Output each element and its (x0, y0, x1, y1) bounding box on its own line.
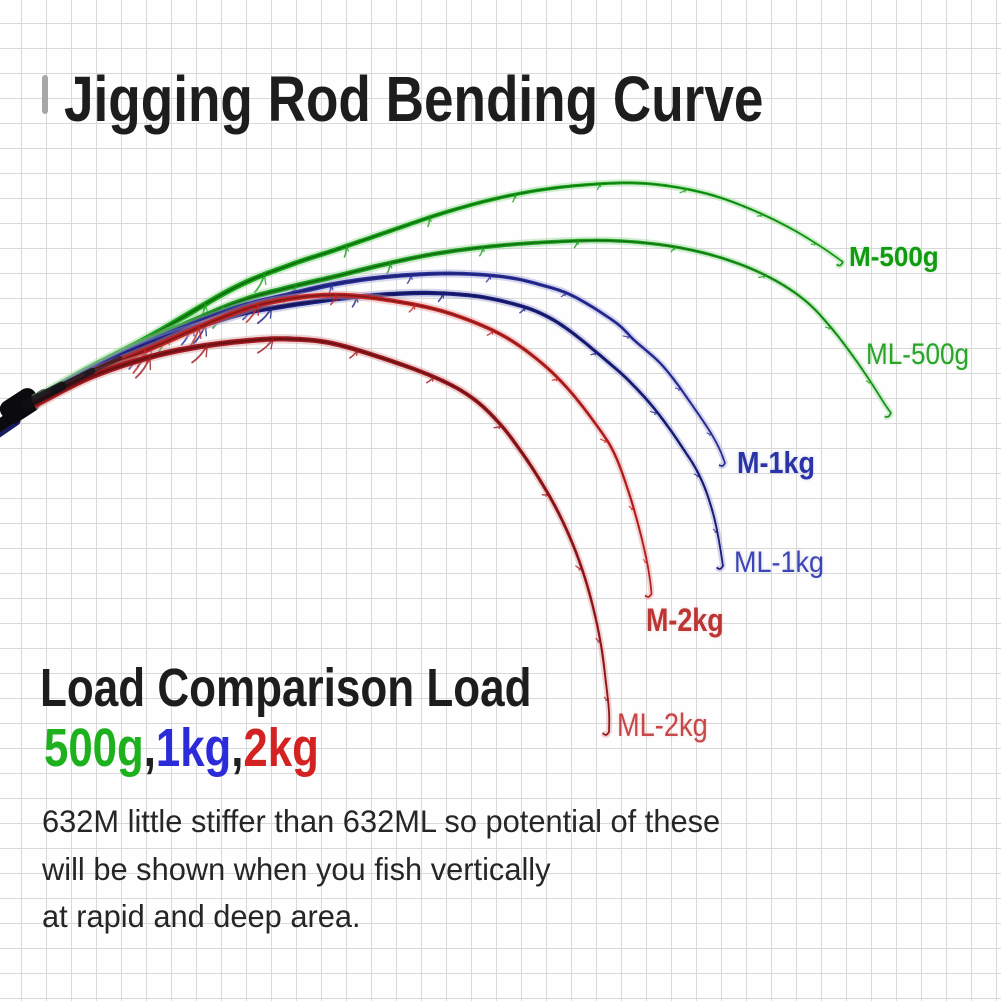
rod-guides-ml-2kg (134, 338, 609, 702)
curve-label-ml-1kg: ML-1kg (734, 546, 825, 579)
paragraph-line-2: will be shown when you fish vertically (42, 850, 551, 887)
curve-label-m-1kg: M-1kg (737, 445, 815, 480)
curve-label-ml-2kg: ML-2kg (617, 707, 708, 743)
title-accent-bar (42, 75, 48, 114)
rod-curve-m-2kg (31, 290, 655, 600)
paragraph-line-3: at rapid and deep area. (42, 898, 361, 934)
load-values-line: 500g,1kg,2kg (44, 721, 319, 775)
load-2kg: 2kg (243, 718, 319, 778)
comma-1: , (143, 718, 156, 778)
page-title: Jigging Rod Bending Curve (64, 63, 764, 135)
load-comparison-heading: Load Comparison Load (40, 658, 532, 718)
curve-label-ml-500g: ML-500g (866, 338, 970, 371)
butt-bundle-overlay (21, 355, 123, 409)
curve-label-m-500g: M-500g (849, 241, 939, 272)
paragraph-line-1: 632M little stiffer than 632ML so potent… (42, 803, 721, 839)
curve-label-m-2kg: M-2kg (646, 602, 724, 638)
load-1kg: 1kg (155, 718, 232, 778)
comma-2: , (231, 718, 244, 778)
description-paragraph: 632M little stiffer than 632ML so potent… (42, 798, 720, 941)
load-500g: 500g (44, 718, 144, 778)
